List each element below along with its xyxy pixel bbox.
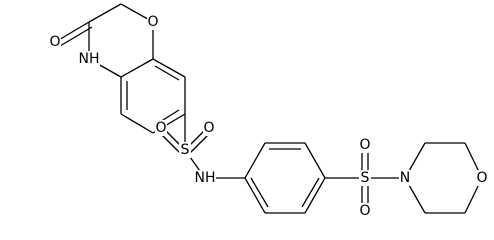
bond: [244, 142, 266, 179]
atom-label: O: [49, 34, 60, 50]
bond: [88, 3, 122, 23]
bond: [244, 177, 266, 214]
atom-label: O: [155, 120, 166, 136]
atom-label: NH: [79, 51, 100, 67]
bond: [304, 177, 326, 214]
label-bg: [155, 120, 167, 136]
atom-label: O: [203, 120, 214, 136]
atom-label: NH: [195, 170, 216, 186]
label-bg: [147, 14, 159, 30]
label-bg: [359, 137, 371, 153]
label-bg: [359, 203, 371, 219]
bond: [56, 21, 90, 42]
atom-label: O: [147, 14, 158, 30]
bond: [301, 177, 320, 208]
atom-label: O: [476, 170, 487, 186]
bond: [59, 26, 93, 47]
atom-label: S: [181, 142, 190, 158]
bond: [304, 142, 326, 179]
bond: [152, 58, 186, 78]
label-bg: [194, 170, 216, 186]
bond: [120, 113, 154, 134]
atom-label: O: [359, 203, 370, 219]
atom-label: S: [361, 170, 370, 186]
label-bg: [399, 170, 411, 186]
label-bg: [49, 34, 61, 50]
atom-label: O: [359, 137, 370, 153]
bonds: [56, 3, 483, 214]
label-bg: [476, 170, 488, 186]
bond: [120, 58, 154, 78]
atom-label: N: [400, 170, 410, 186]
label-bg: [179, 142, 191, 158]
bond: [154, 65, 180, 81]
label-bg: [203, 120, 215, 136]
label-bg: [78, 51, 100, 67]
label-bg: [359, 170, 371, 186]
bond: [250, 177, 269, 208]
